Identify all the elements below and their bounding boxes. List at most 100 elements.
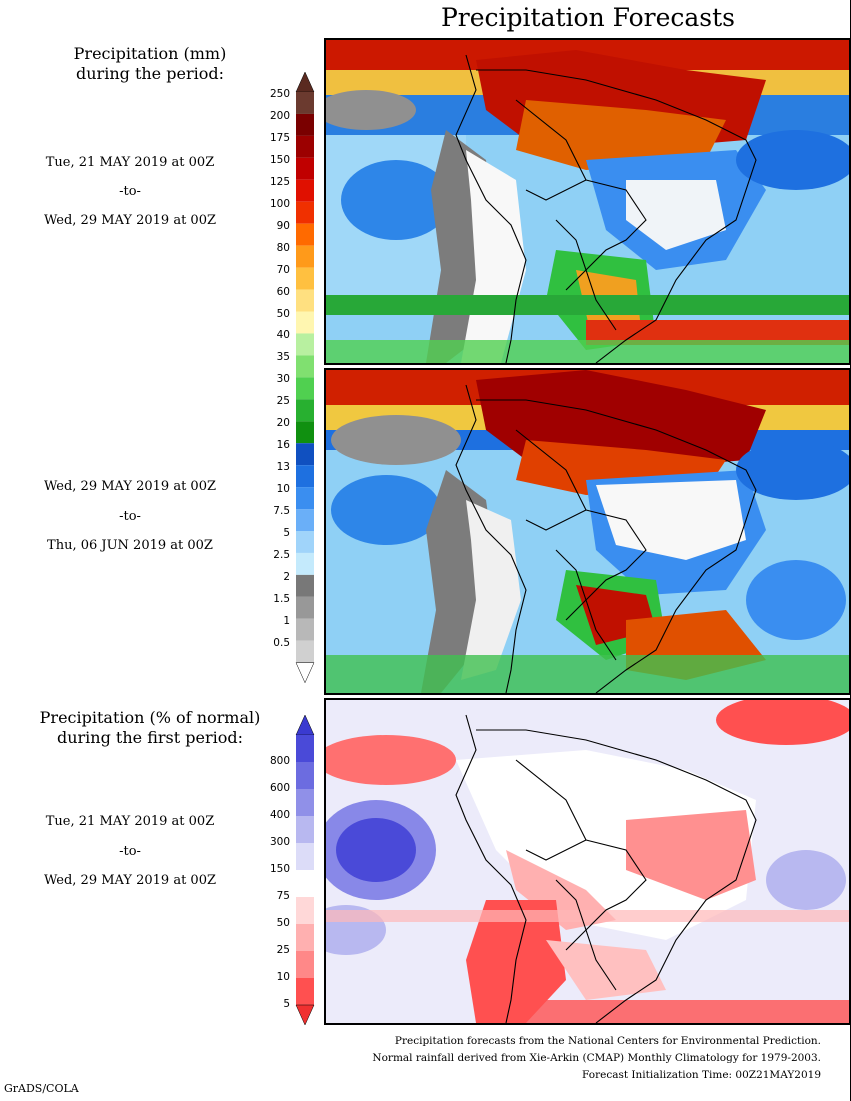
mm-swatch — [296, 92, 314, 114]
pct-scale-label: 400 — [269, 809, 290, 821]
mm-swatch — [296, 311, 314, 334]
pct-title: Precipitation (% of normal) during the f… — [20, 708, 280, 748]
pct-swatch — [296, 924, 314, 951]
footnote-normal: Normal rainfall derived from Xie-Arkin (… — [372, 1052, 821, 1064]
mm-swatch — [296, 596, 314, 619]
period2-to: Thu, 06 JUN 2019 at 00Z — [47, 538, 213, 553]
period2-sep: -to- — [119, 509, 141, 524]
mm-scale-label: 50 — [276, 307, 290, 320]
mm-swatch — [296, 355, 314, 378]
mm-scale-label: 125 — [269, 175, 290, 188]
mm-scale-label: 2 — [283, 570, 290, 583]
mm-scale-label: 40 — [276, 329, 290, 342]
mm-swatch — [296, 135, 314, 158]
pct-bottom-arrow — [295, 1004, 315, 1026]
mm-swatch — [296, 443, 314, 466]
mm-scale-label: 1 — [283, 614, 290, 627]
mm-swatch — [296, 289, 314, 312]
mm-scale-label: 70 — [276, 263, 290, 276]
mm-top-arrow — [295, 72, 315, 93]
period3-from: Tue, 21 MAY 2019 at 00Z — [45, 814, 215, 829]
pct-colorbar — [295, 715, 315, 1026]
pct-swatch — [296, 978, 314, 1005]
pct-swatch — [296, 816, 314, 843]
mm-scale-label: 1.5 — [273, 592, 290, 605]
mm-scale-label: 2.5 — [273, 548, 290, 561]
mm-swatch — [296, 245, 314, 268]
mm-scale-label: 35 — [276, 351, 290, 364]
pct-scale-label: 10 — [276, 971, 290, 983]
period1-sep: -to- — [119, 184, 141, 199]
mm-swatch — [296, 179, 314, 202]
pct-swatch — [296, 870, 314, 897]
pct-swatch — [296, 762, 314, 789]
pct-scale-label: 300 — [269, 836, 290, 848]
mm-swatch — [296, 201, 314, 224]
mm-swatch — [296, 421, 314, 444]
mm-title-line1: Precipitation (mm) — [73, 44, 227, 63]
pct-top-arrow — [295, 715, 315, 736]
map-panel-period2 — [324, 368, 851, 695]
pct-swatch — [296, 843, 314, 870]
footnote-init-time: Forecast Initialization Time: 00Z21MAY20… — [582, 1069, 821, 1081]
pct-swatch — [296, 951, 314, 978]
pct-title-line2: during the first period: — [56, 728, 244, 747]
percent-normal-map — [326, 700, 849, 1023]
mm-scale-label: 13 — [276, 461, 290, 474]
mm-swatch — [296, 531, 314, 553]
mm-scale-label: 90 — [276, 219, 290, 232]
pct-scale-label: 600 — [269, 782, 290, 794]
mm-swatch — [296, 333, 314, 356]
pct-scale-label: 150 — [269, 863, 290, 875]
credit: GrADS/COLA — [4, 1082, 79, 1095]
mm-scale-label: 20 — [276, 417, 290, 430]
mm-swatch — [296, 552, 314, 575]
pct-scale-label: 50 — [276, 917, 290, 929]
period1-to: Wed, 29 MAY 2019 at 00Z — [43, 213, 217, 228]
period1-from: Tue, 21 MAY 2019 at 00Z — [45, 155, 215, 170]
footnote-source: Precipitation forecasts from the Nationa… — [394, 1035, 821, 1047]
mm-scale-label: 30 — [276, 373, 290, 386]
mm-swatch — [296, 509, 314, 531]
mm-scale-label: 150 — [269, 153, 290, 166]
mm-scale-label: 80 — [276, 241, 290, 254]
pct-swatch — [296, 897, 314, 924]
precip-map-1 — [326, 40, 849, 363]
pct-scale-label: 75 — [276, 890, 290, 902]
map-panel-period1 — [324, 38, 851, 365]
map-panel-percent-normal — [324, 698, 851, 1025]
mm-scale-label: 0.5 — [273, 636, 290, 649]
mm-scale-label: 100 — [269, 197, 290, 210]
mm-scale-label: 250 — [269, 88, 290, 100]
pct-swatch — [296, 735, 314, 762]
mm-swatch — [296, 618, 314, 641]
mm-scale-label: 175 — [269, 131, 290, 144]
mm-scale-label: 5 — [283, 527, 290, 539]
mm-swatch — [296, 157, 314, 180]
mm-swatch — [296, 267, 314, 290]
mm-scale-label: 16 — [276, 439, 290, 452]
pct-swatch — [296, 789, 314, 816]
mm-swatch — [296, 399, 314, 422]
pct-scale-label: 25 — [276, 944, 290, 956]
page-title: Precipitation Forecasts — [440, 3, 736, 32]
mm-scale-label: 200 — [269, 109, 290, 122]
mm-swatch — [296, 377, 314, 400]
mm-scale-label: 25 — [276, 395, 290, 408]
mm-swatch — [296, 487, 314, 510]
mm-swatch — [296, 113, 314, 136]
precip-map-2 — [326, 370, 849, 693]
period3-to: Wed, 29 MAY 2019 at 00Z — [43, 873, 217, 888]
mm-colorbar — [295, 72, 315, 684]
mm-scale-label: 7.5 — [273, 505, 290, 518]
mm-scale-label: 60 — [276, 285, 290, 298]
mm-swatch — [296, 223, 314, 246]
pct-scale-label: 800 — [269, 755, 290, 767]
pct-scale-label: 5 — [283, 998, 290, 1010]
mm-swatch — [296, 640, 314, 663]
mm-title-line2: during the period: — [76, 64, 224, 83]
mm-swatch — [296, 465, 314, 488]
pct-title-line1: Precipitation (% of normal) — [39, 708, 261, 727]
mm-swatch — [296, 574, 314, 597]
period2-from: Wed, 29 MAY 2019 at 00Z — [43, 479, 217, 494]
